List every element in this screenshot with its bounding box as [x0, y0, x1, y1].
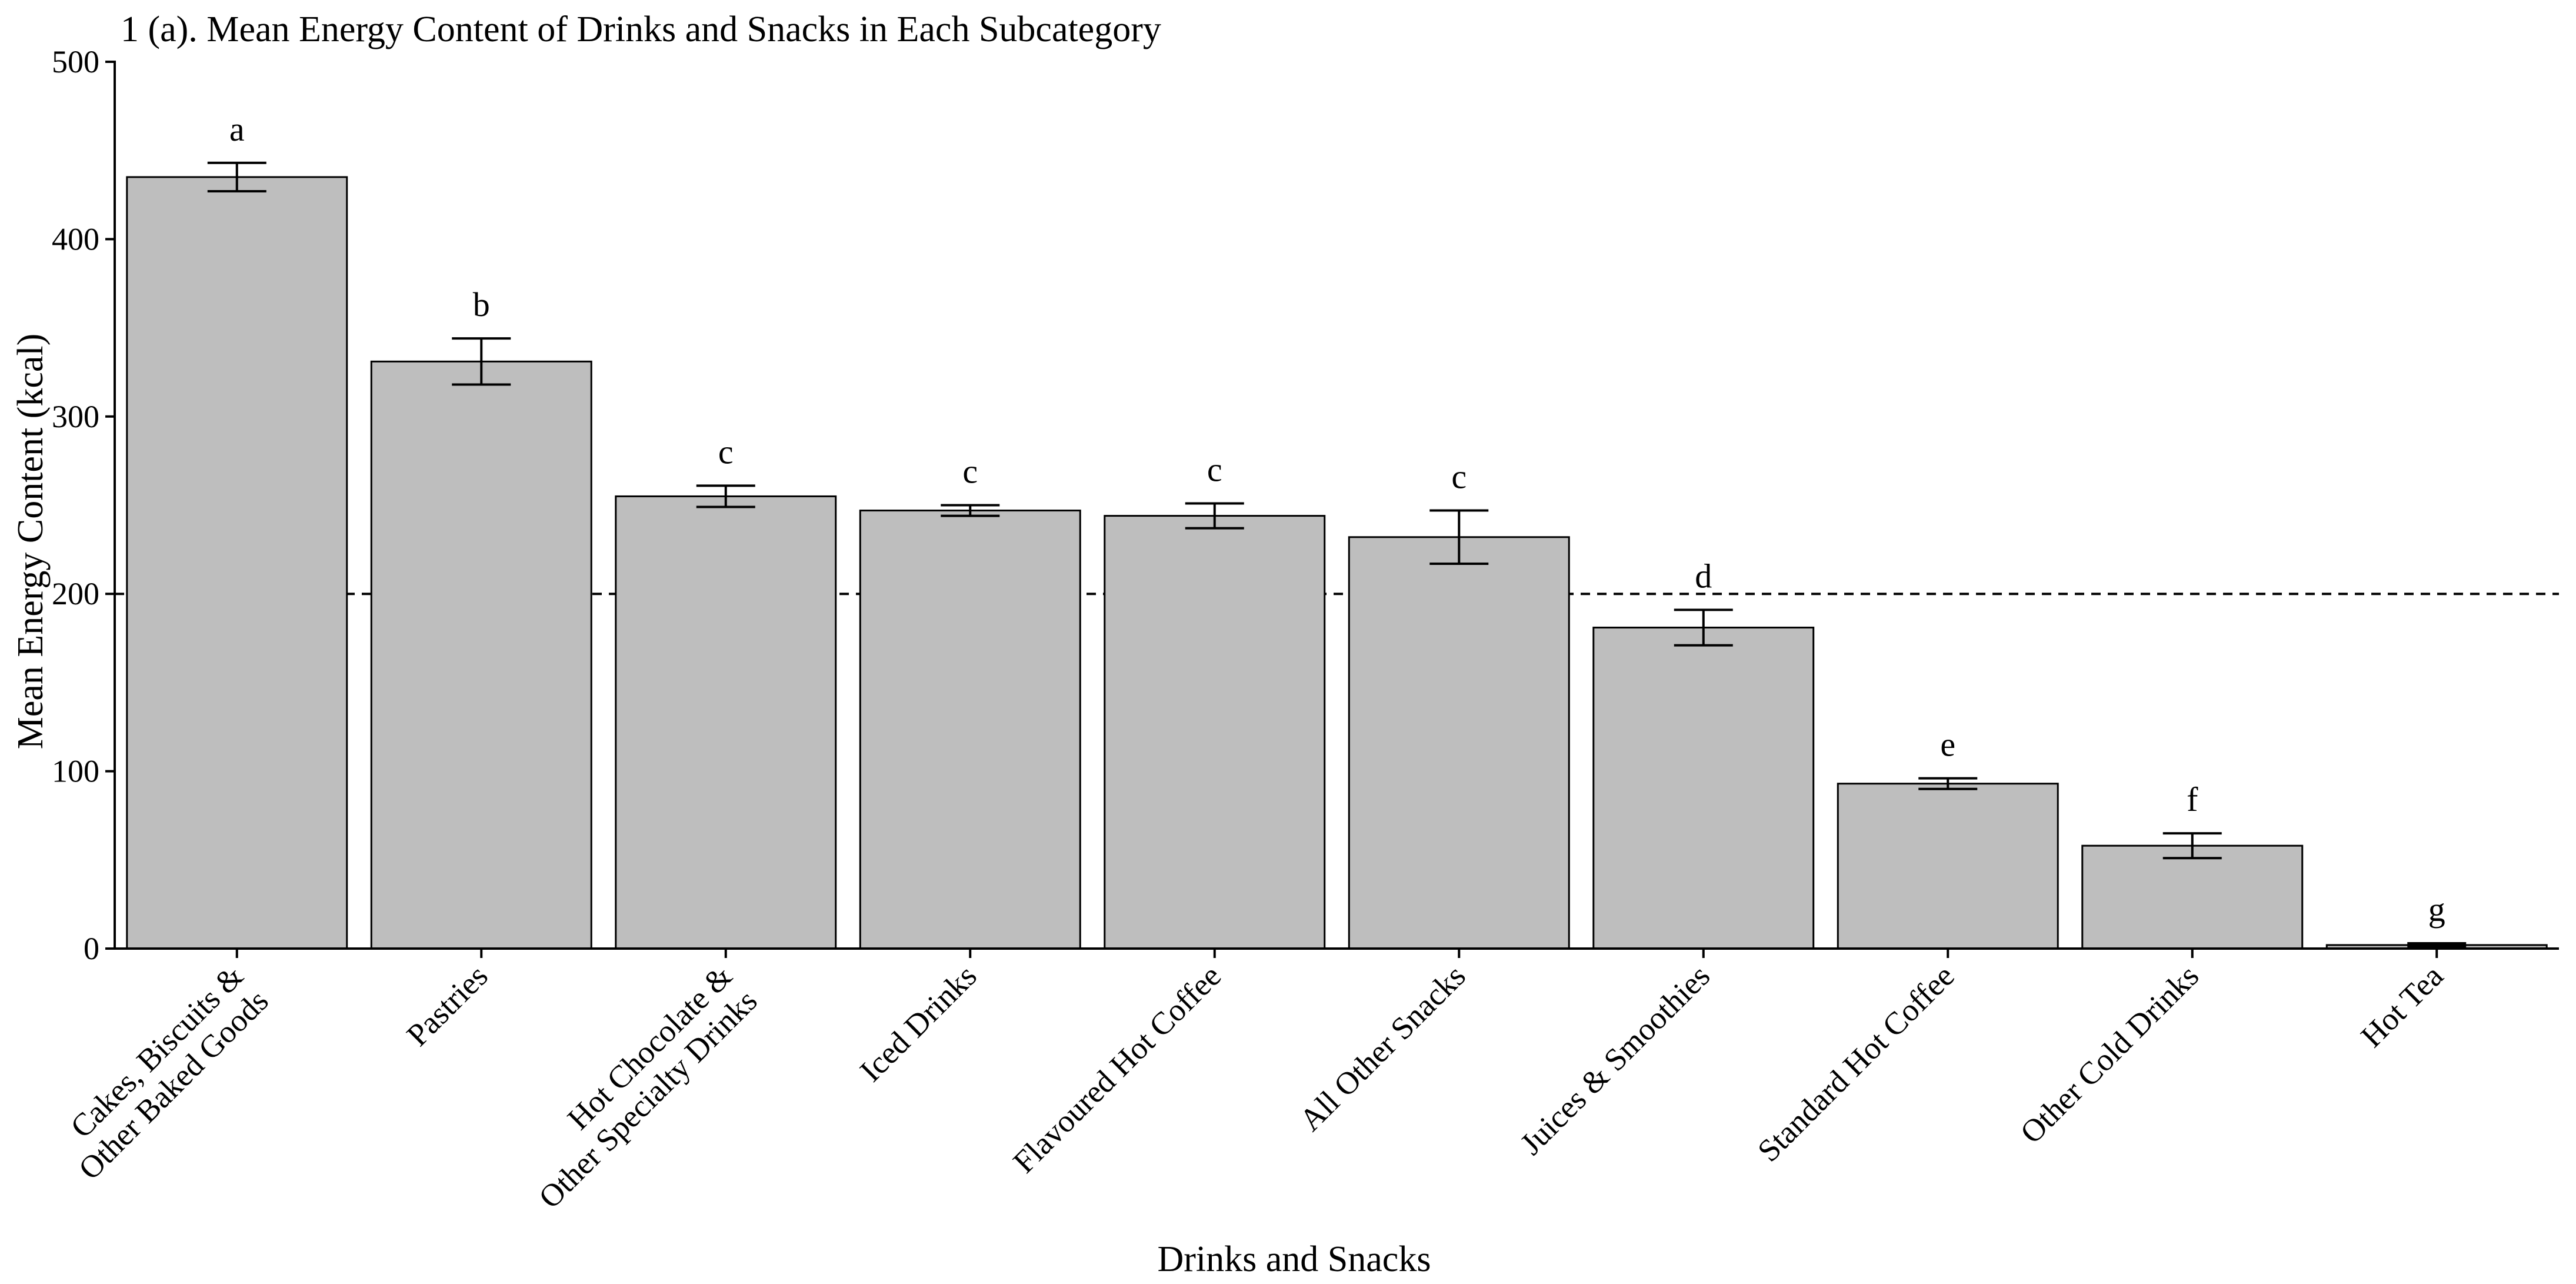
- bar: [1348, 536, 1570, 950]
- significance-label: c: [718, 433, 734, 471]
- bar: [1104, 515, 1326, 950]
- significance-label: c: [1451, 458, 1467, 496]
- x-axis-title: Drinks and Snacks: [1158, 1239, 1431, 1279]
- y-axis: 0 100 200 300 400 500: [52, 44, 116, 966]
- error-bar: [1918, 777, 1978, 790]
- bar: [615, 495, 837, 950]
- significance-label: g: [2428, 890, 2445, 929]
- y-tick-label: 400: [52, 221, 99, 257]
- error-bar: [1429, 509, 1489, 565]
- category-label: Standard Hot Coffee: [1751, 958, 1961, 1169]
- category-label: Hot Chocolate &Other Specialty Drinks: [507, 958, 764, 1215]
- significance-label: a: [229, 110, 245, 148]
- y-axis-title: Mean Energy Content (kcal): [11, 334, 51, 749]
- error-bar: [1185, 502, 1244, 530]
- y-tick-label: 100: [52, 754, 99, 789]
- y-tick-label: 500: [52, 44, 99, 79]
- bar: [2081, 844, 2304, 950]
- category-label: Pastries: [400, 958, 495, 1053]
- chart-title: 1 (a). Mean Energy Content of Drinks and…: [121, 9, 1161, 49]
- error-bar: [1674, 608, 1733, 647]
- y-tick-label: 0: [84, 931, 99, 966]
- significance-label: e: [1940, 726, 1955, 764]
- significance-label: b: [473, 285, 490, 324]
- significance-label: c: [1207, 450, 1222, 488]
- bar: [370, 360, 592, 950]
- x-axis: Cakes, Biscuits &Other Baked Goods Pastri…: [47, 947, 2559, 1215]
- y-tick-label: 200: [52, 576, 99, 611]
- bars: a b c c c c d e f g: [126, 110, 2548, 950]
- category-label: Other Cold Drinks: [2014, 958, 2206, 1150]
- bar: [859, 510, 1081, 950]
- category-label: All Other Snacks: [1292, 958, 1472, 1137]
- error-bar: [2162, 832, 2222, 860]
- error-bar: [696, 484, 755, 508]
- error-bar: [2407, 942, 2467, 948]
- bar: [1837, 783, 2059, 950]
- y-tick-label: 300: [52, 399, 99, 434]
- significance-label: d: [1695, 557, 1712, 595]
- significance-label: f: [2187, 780, 2198, 819]
- category-label: Iced Drinks: [853, 958, 984, 1089]
- error-bar: [207, 161, 266, 193]
- category-label: Juices & Smoothies: [1513, 958, 1717, 1162]
- category-label: Flavoured Hot Coffee: [1006, 958, 1228, 1180]
- category-label: Hot Tea: [2354, 958, 2450, 1054]
- error-bar: [452, 337, 511, 386]
- bar: [1592, 626, 1815, 950]
- category-label: Cakes, Biscuits &Other Baked Goods: [47, 958, 275, 1186]
- bar: [126, 176, 348, 950]
- error-bar: [941, 504, 1000, 517]
- significance-label: c: [962, 453, 978, 491]
